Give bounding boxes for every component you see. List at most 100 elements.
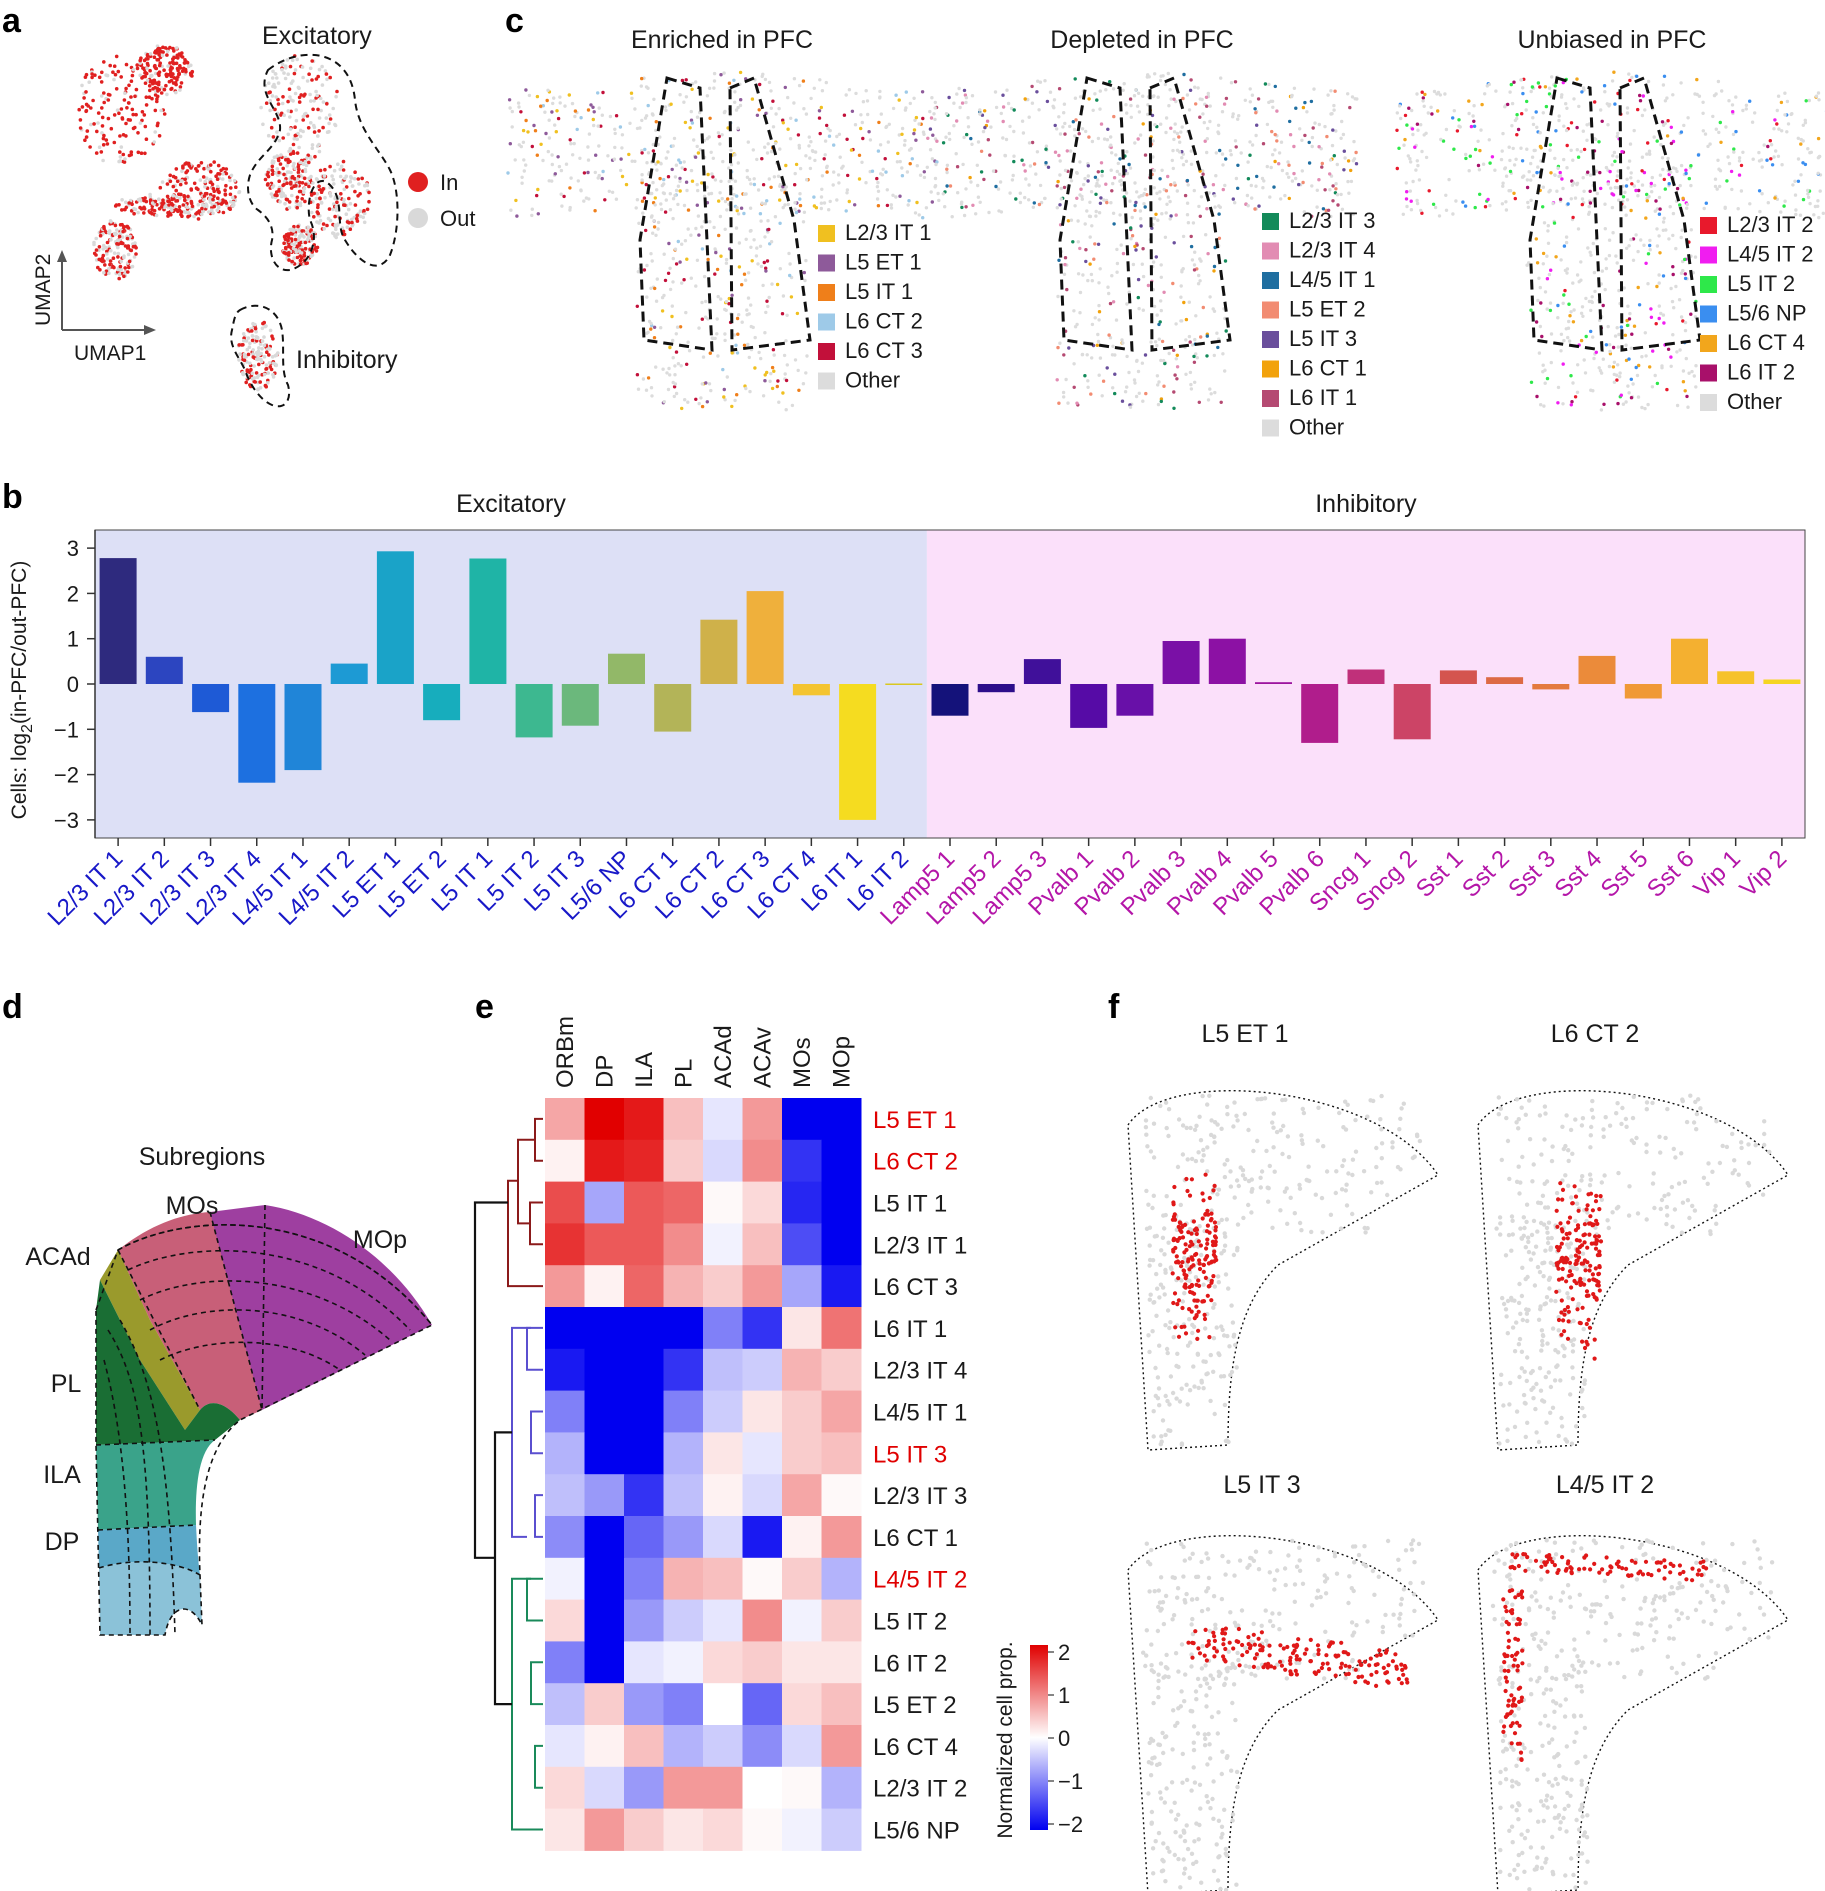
map-cell [1430, 112, 1434, 116]
map-cell [1134, 88, 1138, 92]
map-cell [1402, 143, 1406, 147]
map-cell [1674, 246, 1678, 251]
map-cell [1504, 208, 1509, 212]
map-cell [1744, 103, 1749, 108]
map-cell [1162, 384, 1166, 388]
umap-cell [339, 164, 344, 169]
map-cell [695, 115, 700, 119]
map-cell [1077, 132, 1081, 136]
map-cell [1632, 324, 1637, 328]
umap-cell [302, 190, 306, 195]
y-tick-label: 0 [67, 672, 79, 697]
map-cell [651, 180, 655, 185]
y-tick-label: 1 [67, 627, 79, 652]
map-cell [1587, 212, 1591, 216]
map-cell [999, 111, 1003, 116]
umap-cell [118, 264, 123, 269]
map-cell [1141, 274, 1146, 279]
map-cell [1610, 205, 1615, 210]
map-cell [1192, 263, 1197, 267]
map-cell [1184, 372, 1188, 376]
umap-cell [358, 192, 362, 196]
map-cell [1093, 242, 1097, 246]
map-cell [1181, 234, 1186, 239]
map-cell [750, 97, 755, 101]
map-cell [1547, 92, 1552, 96]
fmap-cell [1147, 1297, 1153, 1302]
umap-cell [276, 102, 281, 106]
umap-cell [108, 259, 113, 263]
map-cell [1189, 244, 1194, 249]
map-cell [1660, 156, 1665, 160]
map-cell [1821, 211, 1825, 215]
map-cell [716, 294, 720, 299]
map-cell [1086, 174, 1091, 178]
map-cell [1727, 99, 1731, 103]
heatmap-cell [663, 1390, 704, 1433]
umap-cell [224, 183, 228, 188]
map-cell [1255, 123, 1259, 127]
map-cell [1059, 186, 1064, 191]
fmap-cell [1334, 1169, 1339, 1174]
map-cell [772, 175, 777, 179]
umap-cell [179, 192, 183, 197]
map-cell [1403, 137, 1407, 142]
map-cell [960, 205, 964, 210]
map-cell [1717, 167, 1721, 171]
map-cell [857, 153, 862, 157]
map-cell [740, 283, 744, 287]
map-cell [1615, 378, 1619, 382]
map-cell [1681, 380, 1686, 384]
fmap-cell [1196, 1150, 1201, 1155]
map-cell [844, 93, 848, 97]
umap-cell [333, 196, 338, 201]
map-cell [634, 206, 638, 210]
fmap-cell [1292, 1211, 1298, 1216]
map-cell [1679, 271, 1684, 275]
map-cell [826, 126, 830, 131]
map-cell [1483, 92, 1487, 96]
map-cell [794, 118, 798, 122]
map-cell [711, 175, 715, 179]
map-cell [1808, 151, 1812, 155]
umap-cell [318, 168, 323, 173]
heatmap-row-label: L5 IT 2 [873, 1609, 947, 1636]
region-outline [95, 1224, 434, 1636]
map-cell [1206, 252, 1210, 256]
map-cell [555, 109, 559, 113]
map-cell [1310, 135, 1315, 140]
map-cell [1650, 190, 1654, 194]
map-cell [1586, 170, 1590, 174]
map-cell [1156, 383, 1160, 387]
map-cell [936, 191, 940, 196]
fmap-cell [1208, 1398, 1213, 1404]
map-cell [1411, 132, 1415, 137]
map-cell [1589, 299, 1594, 304]
map-cell [976, 183, 980, 188]
fmap-cell [1219, 1217, 1225, 1223]
map-cell [1550, 75, 1554, 79]
umap-cell [328, 117, 333, 121]
umap-cell [161, 50, 165, 54]
map-cell [654, 120, 658, 124]
map-cell [1001, 105, 1006, 109]
map-cell [1560, 177, 1564, 181]
map-cell [1036, 79, 1040, 83]
map-cell [1615, 134, 1620, 139]
umap-cell [277, 138, 282, 143]
map-cell [1627, 357, 1631, 361]
map-cell [705, 400, 709, 404]
map-cell [875, 197, 880, 201]
umap-cell [141, 66, 145, 70]
map-cell [658, 176, 662, 181]
map-cell [790, 403, 795, 408]
map-cell [1129, 115, 1134, 120]
map-cell [597, 144, 601, 148]
umap-cell [169, 78, 174, 83]
heatmap-cell [703, 1516, 743, 1559]
map-cell [1332, 108, 1336, 112]
umap-cell [288, 115, 292, 119]
map-cell [1671, 93, 1675, 97]
bar [885, 683, 923, 685]
map-cell [789, 295, 794, 299]
